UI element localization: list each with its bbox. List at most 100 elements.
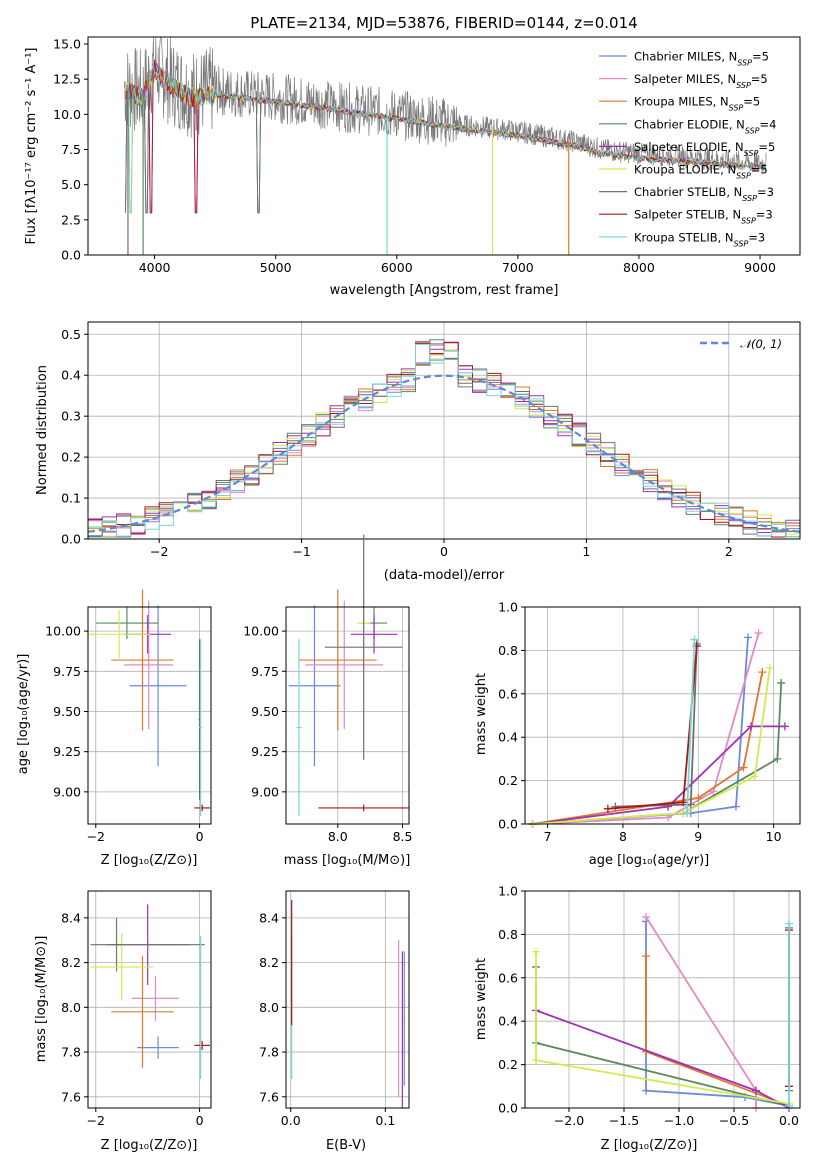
residuals-ylabel: Normed distribution — [35, 365, 50, 495]
weight-point-marker — [777, 678, 786, 687]
residual-histogram — [88, 342, 800, 538]
spectrum-xlabel: wavelength [Angstrom, rest frame] — [330, 283, 559, 298]
x-tick-label: 7000 — [502, 260, 534, 275]
model-spectrum-line — [125, 59, 766, 214]
x-tick-label: 9000 — [744, 260, 776, 275]
weight-point-marker — [731, 802, 740, 811]
legend-label: Salpeter STELIB, NSSP=3 — [634, 208, 773, 226]
y-tick-label: 0.4 — [498, 1014, 518, 1029]
x-tick-label: 9 — [694, 829, 702, 844]
weight-point-marker — [750, 772, 759, 781]
y-tick-label: 2.5 — [61, 212, 81, 227]
y-tick-label: 10.0 — [53, 107, 81, 122]
weight-point-marker — [747, 722, 756, 731]
y-tick-label: 12.5 — [53, 72, 81, 87]
x-tick-label: 5000 — [260, 260, 292, 275]
y-tick-label: 8.0 — [259, 1000, 279, 1015]
x-tick-label: −2 — [87, 1113, 105, 1128]
y-tick-label: 5.0 — [61, 177, 81, 192]
y-tick-label: 7.6 — [259, 1089, 279, 1104]
residuals-panel: −2 −1 0 1 2 0.0 0.1 0.2 0.3 0.4 0.5 (data-model)/e… — [35, 321, 801, 583]
x-tick-label: 2 — [725, 544, 733, 559]
weight-vs-Z-xlabel: Z [log₁₀(Z/Z⊙)] — [601, 1138, 698, 1153]
spectrum-plot-frame — [87, 36, 801, 256]
legend-label: Salpeter MILES, NSSP=5 — [634, 72, 768, 90]
y-tick-label: 0.5 — [61, 327, 81, 342]
x-tick-label: 8.0 — [328, 829, 348, 844]
legend-label: Kroupa ELODIE, NSSP=5 — [634, 163, 768, 181]
y-tick-label: 9.75 — [251, 664, 279, 679]
mass-vs-Z-xlabel: Z [log₁₀(Z/Z⊙)] — [101, 1138, 198, 1153]
y-tick-label: 10.00 — [45, 624, 81, 639]
age-vs-mass-panel: 8.0 8.5 9.00 9.25 9.50 9.75 10.00 — [243, 534, 412, 844]
x-tick-label: 0.0 — [779, 1113, 799, 1128]
legend-label: Salpeter ELODIE, NSSP=5 — [634, 140, 775, 158]
weight-point-marker — [611, 802, 620, 811]
weight-series-line — [532, 667, 771, 825]
y-tick-label: 7.8 — [61, 1045, 81, 1060]
y-tick-label: 9.75 — [53, 664, 81, 679]
weight-point-marker — [773, 754, 782, 763]
weight-point-marker — [642, 952, 650, 961]
age-vs-Z-xlabel: Z [log₁₀(Z/Z⊙)] — [101, 853, 198, 868]
mass-vs-Z-panel: −2 0 7.6 7.8 8.0 8.2 8.4 — [61, 890, 212, 1128]
mass-vs-ebv-xlabel: E(B-V) — [326, 1138, 366, 1153]
weight-point-marker — [744, 633, 753, 642]
y-tick-label: 8.2 — [61, 955, 81, 970]
y-tick-label: 0.0 — [498, 1101, 518, 1116]
plot-frame — [285, 890, 410, 1109]
plot-frame — [87, 606, 212, 825]
grid — [88, 891, 211, 1108]
weight-series-line — [686, 639, 696, 814]
weight-vs-Z-panel: −2.0 −1.5 −1.0 −0.5 0.0 0.0 0.2 0.4 0.6 0.8 1.0 — [498, 884, 801, 1128]
weight-point-marker — [603, 804, 612, 813]
weight-point-marker — [694, 793, 703, 802]
residuals-xlabel: (data-model)/error — [384, 568, 505, 583]
y-tick-label: 9.50 — [251, 704, 279, 719]
weight-vs-age-panel: 7 8 9 10 0.0 0.2 0.4 0.6 0.8 1.0 — [498, 600, 801, 844]
legend-label: Chabrier MILES, NSSP=5 — [634, 50, 769, 68]
x-tick-label: 0 — [196, 829, 204, 844]
weight-point-marker — [780, 722, 789, 731]
x-tick-label: −1 — [292, 544, 310, 559]
y-tick-label: 0.0 — [61, 532, 81, 547]
plot-frame — [524, 606, 801, 825]
y-tick-label: 0.2 — [498, 1057, 518, 1072]
y-tick-label: 0.2 — [498, 773, 518, 788]
y-tick-label: 0.1 — [61, 491, 81, 506]
model-spectrum-line — [125, 64, 766, 214]
spectrum-title: PLATE=2134, MJD=53876, FIBERID=0144, z=0… — [250, 14, 637, 32]
residuals-legend: 𝒩(0, 1) — [700, 337, 782, 351]
mass-vs-ebv-panel: 0.0 0.1 7.6 7.8 8.0 8.2 8.4 — [259, 890, 410, 1128]
weight-series-line — [532, 671, 764, 825]
mass-vs-Z-ylabel: mass [log₁₀(M/M⊙)] — [34, 936, 49, 1063]
y-tick-label: 9.00 — [53, 784, 81, 799]
x-tick-label: 0 — [440, 544, 448, 559]
y-tick-label: 0.0 — [61, 248, 81, 263]
weight-series-line — [532, 725, 785, 825]
age-vs-Z-ylabel: age [log₁₀(age/yr)] — [16, 654, 31, 775]
y-tick-label: 9.50 — [53, 704, 81, 719]
x-tick-label: −1.0 — [664, 1113, 694, 1128]
y-tick-label: 0.3 — [61, 409, 81, 424]
y-tick-label: 8.2 — [259, 955, 279, 970]
y-tick-label: 9.25 — [53, 744, 81, 759]
legend-label: Kroupa STELIB, NSSP=3 — [634, 230, 765, 248]
x-tick-label: 8000 — [623, 260, 655, 275]
y-tick-label: 0.8 — [498, 643, 518, 658]
weight-point-marker — [752, 1086, 760, 1095]
weight-point-marker — [679, 798, 688, 807]
x-tick-label: 1 — [582, 544, 590, 559]
weight-point-marker — [739, 763, 748, 772]
weight-point-marker — [642, 1086, 650, 1095]
y-tick-label: 0.6 — [498, 970, 518, 985]
age-vs-Z-panel: −2 0 9.00 9.25 9.50 9.75 10.00 — [45, 589, 212, 844]
x-tick-label: −0.5 — [719, 1113, 749, 1128]
y-tick-label: 0.8 — [498, 927, 518, 942]
y-tick-label: 10.00 — [243, 624, 279, 639]
legend-label: Chabrier ELODIE, NSSP=4 — [634, 117, 776, 135]
x-tick-label: 0 — [196, 1113, 204, 1128]
weight-point-marker — [758, 668, 767, 677]
y-tick-label: 8.4 — [61, 910, 81, 925]
